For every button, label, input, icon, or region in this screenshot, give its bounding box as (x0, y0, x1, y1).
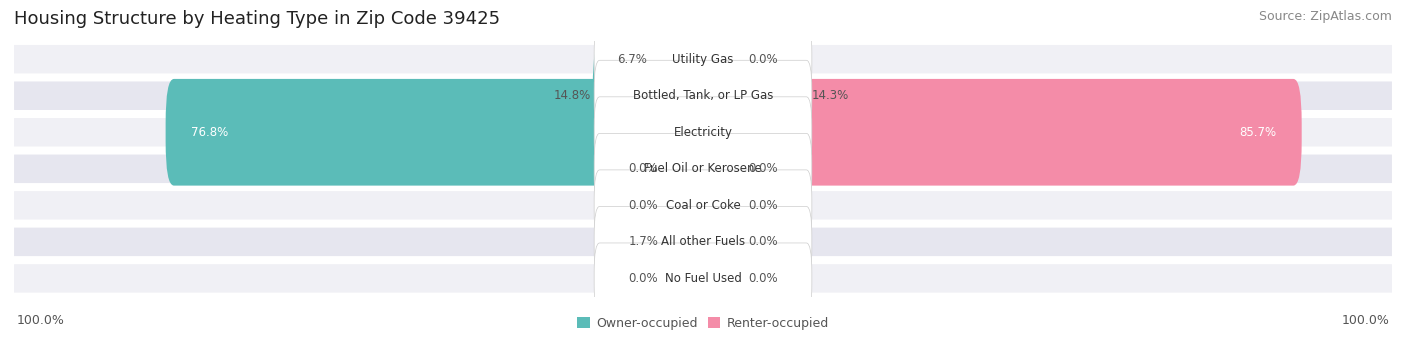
FancyBboxPatch shape (695, 42, 810, 149)
FancyBboxPatch shape (695, 189, 745, 295)
Text: 100.0%: 100.0% (17, 314, 65, 327)
Text: 0.0%: 0.0% (628, 199, 658, 212)
FancyBboxPatch shape (14, 191, 1392, 220)
Text: 6.7%: 6.7% (617, 53, 647, 66)
Text: Bottled, Tank, or LP Gas: Bottled, Tank, or LP Gas (633, 89, 773, 102)
FancyBboxPatch shape (14, 264, 1392, 293)
Text: 0.0%: 0.0% (748, 53, 778, 66)
FancyBboxPatch shape (14, 228, 1392, 256)
FancyBboxPatch shape (595, 206, 811, 277)
Text: No Fuel Used: No Fuel Used (665, 272, 741, 285)
FancyBboxPatch shape (593, 42, 711, 149)
FancyBboxPatch shape (595, 243, 811, 314)
Text: 100.0%: 100.0% (1341, 314, 1389, 327)
Text: Electricity: Electricity (673, 126, 733, 139)
Text: 14.8%: 14.8% (554, 89, 591, 102)
Text: Source: ZipAtlas.com: Source: ZipAtlas.com (1258, 10, 1392, 23)
FancyBboxPatch shape (595, 24, 811, 94)
FancyBboxPatch shape (695, 79, 1302, 186)
FancyBboxPatch shape (661, 189, 711, 295)
FancyBboxPatch shape (595, 97, 811, 168)
FancyBboxPatch shape (695, 6, 745, 113)
FancyBboxPatch shape (695, 152, 745, 259)
FancyBboxPatch shape (14, 154, 1392, 183)
Text: 0.0%: 0.0% (748, 235, 778, 248)
FancyBboxPatch shape (661, 152, 711, 259)
FancyBboxPatch shape (14, 81, 1392, 110)
Text: 0.0%: 0.0% (748, 199, 778, 212)
FancyBboxPatch shape (595, 60, 811, 131)
Text: Coal or Coke: Coal or Coke (665, 199, 741, 212)
Text: Utility Gas: Utility Gas (672, 53, 734, 66)
Legend: Owner-occupied, Renter-occupied: Owner-occupied, Renter-occupied (572, 312, 834, 335)
FancyBboxPatch shape (695, 116, 745, 222)
Text: Housing Structure by Heating Type in Zip Code 39425: Housing Structure by Heating Type in Zip… (14, 10, 501, 28)
FancyBboxPatch shape (595, 170, 811, 241)
Text: 0.0%: 0.0% (748, 162, 778, 175)
FancyBboxPatch shape (695, 225, 745, 332)
Text: All other Fuels: All other Fuels (661, 235, 745, 248)
FancyBboxPatch shape (166, 79, 711, 186)
FancyBboxPatch shape (661, 225, 711, 332)
Text: 85.7%: 85.7% (1239, 126, 1277, 139)
Text: 14.3%: 14.3% (811, 89, 849, 102)
FancyBboxPatch shape (595, 133, 811, 204)
Text: 1.7%: 1.7% (628, 235, 658, 248)
FancyBboxPatch shape (14, 118, 1392, 147)
FancyBboxPatch shape (14, 45, 1392, 73)
FancyBboxPatch shape (648, 6, 711, 113)
Text: 76.8%: 76.8% (191, 126, 228, 139)
Text: 0.0%: 0.0% (748, 272, 778, 285)
FancyBboxPatch shape (661, 116, 711, 222)
Text: 0.0%: 0.0% (628, 272, 658, 285)
Text: Fuel Oil or Kerosene: Fuel Oil or Kerosene (644, 162, 762, 175)
Text: 0.0%: 0.0% (628, 162, 658, 175)
